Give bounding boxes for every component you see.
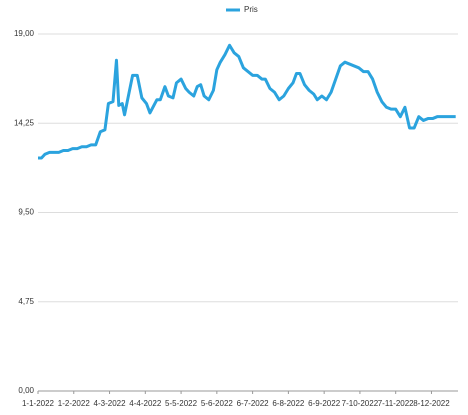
x-tick-label: 4-3-2022 bbox=[94, 399, 127, 408]
x-tick-label: 1-1-2022 bbox=[22, 399, 55, 408]
y-tick-label: 0,00 bbox=[18, 386, 34, 395]
x-tick-label: 6-9-2022 bbox=[308, 399, 341, 408]
y-tick-label: 19,00 bbox=[14, 29, 35, 38]
x-tick-label: 5-6-2022 bbox=[201, 399, 234, 408]
y-tick-label: 14,25 bbox=[14, 118, 35, 127]
y-tick-label: 4,75 bbox=[18, 297, 34, 306]
x-tick-label: 6-8-2022 bbox=[272, 399, 305, 408]
x-tick-label: 7-11-2022 bbox=[378, 399, 414, 408]
x-tick-label: 5-5-2022 bbox=[165, 399, 198, 408]
x-tick-label: 6-7-2022 bbox=[237, 399, 270, 408]
x-tick-label: 4-4-2022 bbox=[129, 399, 162, 408]
x-tick-label: 7-10-2022 bbox=[342, 399, 379, 408]
line bbox=[38, 43, 456, 160]
x-tick-label: 1-2-2022 bbox=[58, 399, 91, 408]
x-tick-label: 8-12-2022 bbox=[413, 399, 450, 408]
y-tick-label: 9,50 bbox=[18, 208, 34, 217]
legend-label: Pris bbox=[244, 5, 258, 14]
